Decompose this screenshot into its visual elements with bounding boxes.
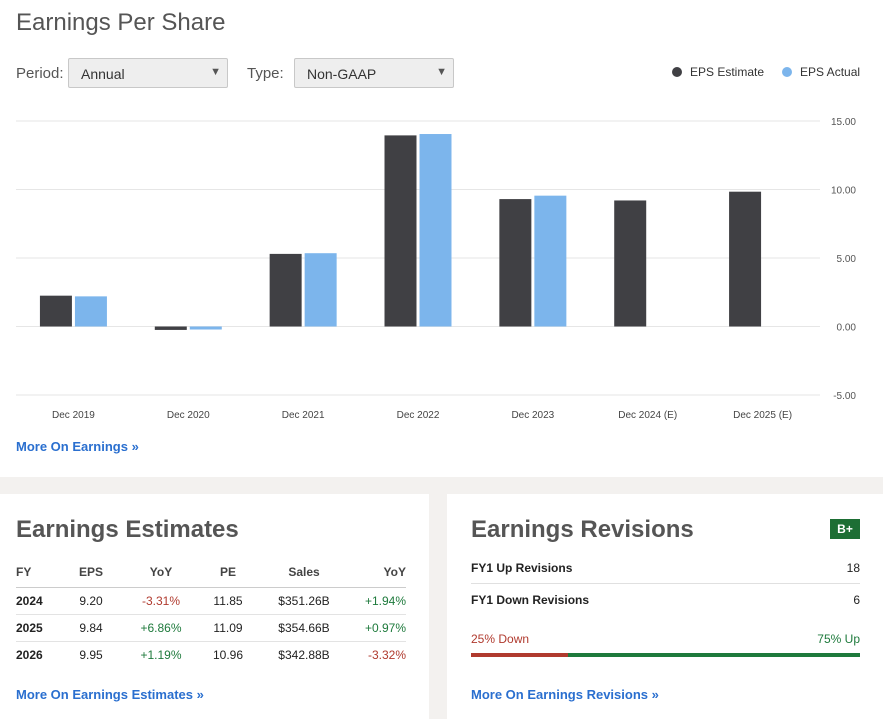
x-tick-label: Dec 2025 (E) [733, 410, 792, 421]
table-row: 2025 9.84 +6.86% 11.09 $354.66B +0.97% [16, 614, 406, 642]
type-select[interactable]: Non-GAAP ▼ [294, 58, 454, 88]
y-tick-label: 5.00 [837, 254, 857, 265]
table-row: 2024 9.20 -3.31% 11.85 $351.26B +1.94% [16, 587, 406, 615]
eps-actual-bar [189, 326, 222, 330]
pe-cell: 10.96 [212, 647, 244, 662]
eps-estimate-bar [384, 135, 417, 327]
x-tick-label: Dec 2022 [397, 410, 440, 421]
estimate-dot-icon [672, 67, 682, 77]
legend-label: EPS Actual [800, 65, 861, 79]
type-select-value: Non-GAAP [307, 66, 377, 82]
eps-cell: 9.20 [56, 587, 126, 615]
x-tick-label: Dec 2019 [52, 410, 95, 421]
eps-estimate-bar [729, 191, 762, 327]
estimates-title: Earnings Estimates [16, 516, 239, 543]
sales-cell: $342.88B [278, 647, 330, 662]
y-tick-label: 15.00 [831, 117, 856, 128]
x-tick-label: Dec 2020 [167, 410, 210, 421]
eps-estimate-bar [499, 199, 532, 327]
col-header: FY [16, 565, 56, 588]
down-revisions-value: 6 [853, 592, 860, 607]
revisions-up-segment [568, 653, 860, 657]
type-label: Type: [247, 65, 284, 82]
fy-cell: 2026 [16, 647, 43, 662]
period-select[interactable]: Annual ▼ [68, 58, 228, 88]
legend-label: EPS Estimate [690, 65, 765, 79]
eps-actual-bar [534, 195, 567, 327]
down-revisions-row: FY1 Down Revisions 6 [471, 584, 860, 615]
eps-actual-bar [419, 134, 452, 327]
eps-actual-bar [74, 296, 107, 327]
col-header: PE [196, 565, 260, 588]
eps-yoy-cell: -3.31% [126, 587, 196, 615]
eps-bar-chart: 15.00 10.00 5.00 0.00 -5.00 Dec 2019 Dec 2020 D… [16, 117, 857, 421]
revisions-title: Earnings Revisions [471, 516, 694, 543]
sales-cell: $351.26B [260, 587, 348, 615]
eps-estimate-bar [614, 200, 647, 327]
down-revisions-label: FY1 Down Revisions [471, 592, 590, 607]
revisions-split-bar [471, 653, 860, 657]
col-header: YoY [348, 565, 406, 588]
up-revisions-value: 18 [846, 561, 860, 575]
revisions-grade-badge: B+ [830, 519, 860, 539]
x-tick-label: Dec 2024 (E) [618, 410, 677, 421]
sales-yoy-cell: +1.94% [348, 587, 406, 615]
legend-item-estimate[interactable]: EPS Estimate [672, 65, 764, 79]
actual-dot-icon [782, 67, 792, 77]
fy-cell: 2025 [16, 614, 56, 642]
more-on-earnings-link[interactable]: More On Earnings » [16, 439, 139, 454]
y-tick-label: 0.00 [837, 323, 857, 334]
table-header-row: FY EPS YoY PE Sales YoY [16, 565, 406, 588]
pe-cell: 11.85 [196, 587, 260, 615]
eps-yoy-cell: +6.86% [126, 614, 196, 642]
col-header: Sales [260, 565, 348, 588]
legend-item-actual[interactable]: EPS Actual [782, 65, 860, 79]
x-tick-label: Dec 2021 [282, 410, 325, 421]
up-revisions-label: FY1 Up Revisions [471, 561, 573, 575]
sales-yoy-cell: -3.32% [367, 647, 406, 662]
up-percent-label: 75% Up [817, 632, 860, 646]
caret-down-icon: ▼ [210, 66, 221, 78]
eps-estimate-bar [269, 253, 302, 327]
table-row: 2026 9.95 +1.19% 10.96 $342.88B -3.32% [16, 641, 406, 668]
earnings-per-share-panel: Earnings Per Share Period: Annual ▼ Type… [0, 0, 883, 477]
eps-cell: 9.95 [79, 647, 103, 662]
earnings-revisions-panel: Earnings Revisions [447, 494, 883, 719]
caret-down-icon: ▼ [436, 66, 447, 78]
eps-cell: 9.84 [56, 614, 126, 642]
eps-title: Earnings Per Share [16, 9, 226, 36]
pe-cell: 11.09 [196, 614, 260, 642]
fy-cell: 2024 [16, 587, 56, 615]
eps-actual-bar [304, 253, 337, 327]
revisions-down-segment [471, 653, 568, 657]
sales-yoy-cell: +0.97% [348, 614, 406, 642]
period-label: Period: [16, 65, 64, 82]
x-tick-label: Dec 2023 [511, 410, 554, 421]
up-revisions-row: FY1 Up Revisions 18 [471, 553, 860, 584]
eps-estimate-bar [154, 326, 187, 330]
y-tick-label: -5.00 [833, 391, 856, 402]
more-on-earnings-estimates-link[interactable]: More On Earnings Estimates » [16, 687, 204, 702]
eps-estimate-bar [39, 295, 72, 327]
y-tick-label: 10.00 [831, 186, 856, 197]
more-on-earnings-revisions-link[interactable]: More On Earnings Revisions » [471, 687, 659, 702]
col-header: YoY [126, 565, 196, 588]
period-select-value: Annual [81, 66, 125, 82]
estimates-table: FY EPS YoY PE Sales YoY 2024 9.20 -3.31%… [16, 565, 406, 668]
eps-yoy-cell: +1.19% [140, 647, 182, 662]
col-header: EPS [56, 565, 126, 588]
down-percent-label: 25% Down [471, 632, 530, 646]
sales-cell: $354.66B [260, 614, 348, 642]
